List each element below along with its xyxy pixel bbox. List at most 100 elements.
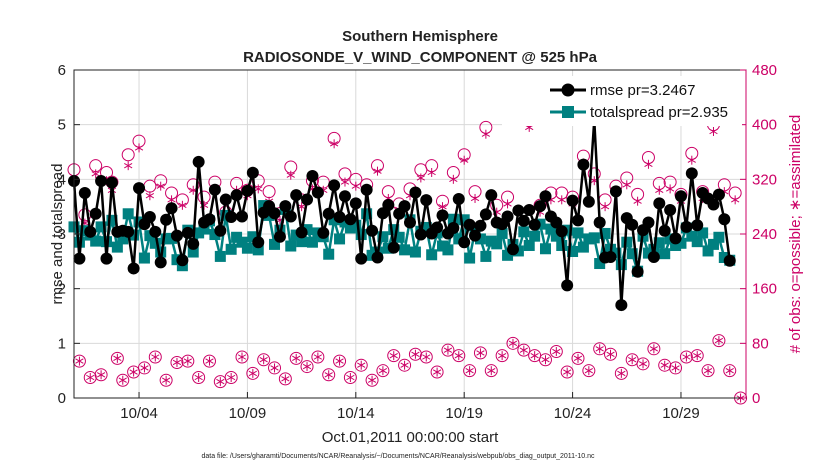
rmse-point bbox=[73, 252, 86, 265]
obs-assimilated-point bbox=[183, 356, 192, 366]
totalspread-point bbox=[442, 244, 454, 256]
obs-possible-point bbox=[582, 364, 596, 378]
totalspread-point bbox=[474, 233, 486, 245]
totalspread-point bbox=[301, 224, 313, 236]
totalspread-point bbox=[241, 242, 253, 254]
obs-possible-point bbox=[571, 351, 585, 365]
obs-assimilated-point bbox=[292, 353, 301, 363]
obs-assimilated-point bbox=[503, 199, 512, 209]
obs-assimilated-point bbox=[172, 357, 182, 367]
y-left-tick-label: 0 bbox=[58, 390, 66, 407]
rmse-point bbox=[431, 221, 444, 234]
obs-assimilated-point bbox=[346, 373, 355, 382]
obs-possible-point bbox=[354, 358, 368, 372]
rmse-point bbox=[398, 200, 411, 213]
y-left-tick-label: 1 bbox=[58, 335, 66, 352]
axes: 0 1 2 3 4 5 6 0 80 160 240 320 400 480 10/04 10/09 10/14… bbox=[58, 62, 777, 422]
rmse-point bbox=[458, 236, 471, 249]
rmse-point bbox=[647, 250, 660, 263]
totalspread-point bbox=[138, 252, 150, 264]
obs-possible-point bbox=[202, 354, 216, 368]
rmse-point bbox=[387, 241, 400, 254]
obs-possible-point bbox=[517, 343, 531, 357]
x-tick-label: 10/14 bbox=[337, 405, 375, 422]
obs-possible-point bbox=[376, 364, 390, 378]
obs-possible-point bbox=[604, 347, 618, 361]
rmse-point bbox=[279, 200, 292, 213]
totalspread-point bbox=[518, 226, 530, 238]
totalspread-point bbox=[388, 224, 400, 236]
rmse-point bbox=[555, 225, 568, 238]
totalspread-point bbox=[377, 231, 389, 243]
obs-assimilated-point bbox=[617, 368, 626, 378]
obs-assimilated-point bbox=[432, 367, 442, 377]
obs-possible-point bbox=[322, 368, 336, 382]
obs-possible-point bbox=[278, 372, 292, 386]
y-right-tick-label: 320 bbox=[752, 171, 777, 188]
rmse-point bbox=[669, 232, 682, 245]
totalspread-point bbox=[659, 248, 671, 260]
obs-possible-point bbox=[224, 371, 238, 384]
rmse-point bbox=[707, 198, 720, 211]
totalspread-point bbox=[350, 219, 362, 231]
rmse-point bbox=[268, 207, 281, 220]
totalspread-point bbox=[420, 221, 432, 233]
totalspread-point bbox=[572, 227, 584, 239]
rmse-point bbox=[149, 225, 162, 238]
rmse-point bbox=[463, 218, 476, 231]
obs-assimilated-point bbox=[400, 360, 409, 370]
rmse-point bbox=[311, 186, 324, 199]
obs-assimilated-point bbox=[216, 377, 225, 387]
obs-possible-point bbox=[116, 373, 130, 387]
obs-assimilated-point bbox=[389, 351, 398, 361]
obs-assimilated-point bbox=[714, 336, 724, 346]
rmse-point bbox=[301, 193, 314, 206]
obs-possible-point bbox=[72, 354, 86, 368]
rmse-point bbox=[718, 213, 731, 226]
totalspread-point bbox=[225, 243, 237, 255]
totalspread-point bbox=[675, 237, 687, 249]
obs-possible-point bbox=[159, 373, 173, 387]
rmse-point bbox=[712, 188, 725, 201]
obs-assimilated-point bbox=[519, 345, 528, 355]
obs-possible-point bbox=[679, 350, 693, 364]
rmse-point bbox=[539, 190, 552, 203]
totalspread-point bbox=[328, 214, 340, 226]
totalspread-point bbox=[447, 213, 459, 225]
obs-possible-point bbox=[549, 345, 563, 359]
obs-assimilated-point bbox=[145, 191, 155, 201]
totalspread-point bbox=[556, 239, 568, 251]
rmse-point bbox=[485, 189, 498, 202]
obs-assimilated-point bbox=[557, 195, 566, 205]
rmse-point bbox=[290, 189, 303, 202]
obs-assimilated-point bbox=[573, 353, 583, 363]
obs-assimilated-point bbox=[302, 362, 312, 372]
rmse-point bbox=[561, 279, 574, 292]
obs-possible-point bbox=[484, 364, 498, 378]
totalspread-point bbox=[90, 235, 102, 247]
legend-spread-marker bbox=[562, 106, 574, 118]
obs-assimilated-point bbox=[600, 202, 610, 212]
obs-assimilated-point bbox=[340, 177, 350, 187]
obs-assimilated-point bbox=[313, 352, 323, 362]
rmse-point bbox=[577, 158, 590, 171]
obs-assimilated-point bbox=[552, 347, 561, 357]
rmse-point bbox=[469, 229, 482, 242]
obs-assimilated-point bbox=[329, 139, 339, 149]
totalspread-point bbox=[269, 238, 281, 250]
x-tick-label: 10/09 bbox=[229, 405, 267, 422]
rmse-point bbox=[181, 226, 194, 239]
obs-assimilated-point bbox=[665, 184, 675, 194]
rmse-point bbox=[609, 185, 622, 198]
totalspread-point bbox=[529, 230, 541, 242]
chart-title-line2: RADIOSONDE_V_WIND_COMPONENT @ 525 hPa bbox=[243, 49, 598, 66]
rmse-point bbox=[653, 197, 666, 210]
obs-possible-point bbox=[246, 366, 260, 380]
rmse-point bbox=[84, 225, 97, 238]
totalspread-point bbox=[236, 236, 248, 248]
obs-possible-point bbox=[430, 365, 444, 379]
obs-assimilated-point bbox=[96, 370, 106, 380]
totalspread-point bbox=[691, 236, 703, 248]
obs-assimilated-point bbox=[487, 366, 496, 376]
